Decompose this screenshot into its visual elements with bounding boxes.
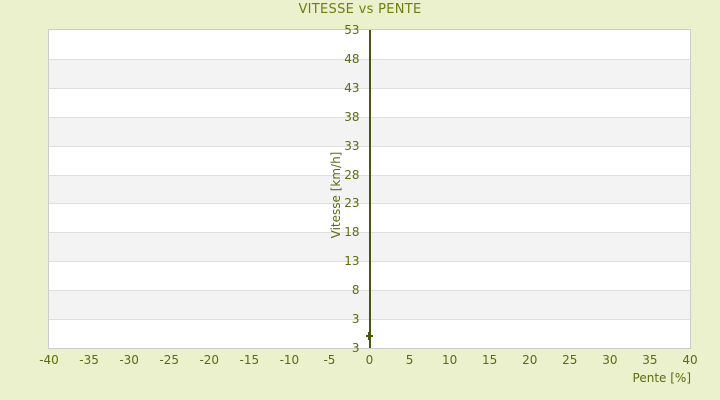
x-tick-label: 35 [642,353,658,367]
y-tick-label: 33 [344,138,360,153]
y-tick-label: 3 [351,312,360,327]
x-tick-label: -20 [199,353,220,367]
y-tick-label: 48 [344,51,360,66]
x-tick-label: 25 [562,353,578,367]
x-tick-label: 5 [405,353,414,367]
x-tick-label: 10 [441,353,458,367]
x-tick-label: 30 [602,353,618,367]
x-tick-label: -30 [119,353,139,367]
x-tick-label: -10 [279,353,300,367]
x-tick-label: -40 [39,353,59,367]
chart-title: VITESSE vs PENTE [298,2,422,17]
plot-area [48,29,691,349]
y-axis-title: Vitesse [km/h] [329,151,343,239]
x-axis-title: Pente [%] [632,371,691,385]
x-tick-label: -25 [159,353,179,367]
x-tick-label: -15 [239,353,260,367]
x-tick-label: -5 [323,353,336,367]
x-tick-label: 20 [522,353,538,367]
y-tick-label: 8 [351,283,360,298]
y-tick-label: 13 [344,254,360,269]
y-axis-line [368,30,371,348]
x-tick-label: -35 [79,353,99,367]
y-axis-baseline-label: 3 [351,341,360,355]
x-tick-label: 40 [682,353,698,367]
x-tick-label: 0 [365,353,374,367]
y-tick-label: 43 [344,80,360,95]
y-tick-label: 53 [344,23,360,37]
y-tick-label: 28 [344,167,360,182]
y-tick-label: 38 [344,109,360,124]
data-point-marker [368,332,371,341]
y-tick-label: 23 [344,196,360,211]
x-tick-label: 15 [482,353,498,367]
y-tick-label: 18 [344,225,360,240]
